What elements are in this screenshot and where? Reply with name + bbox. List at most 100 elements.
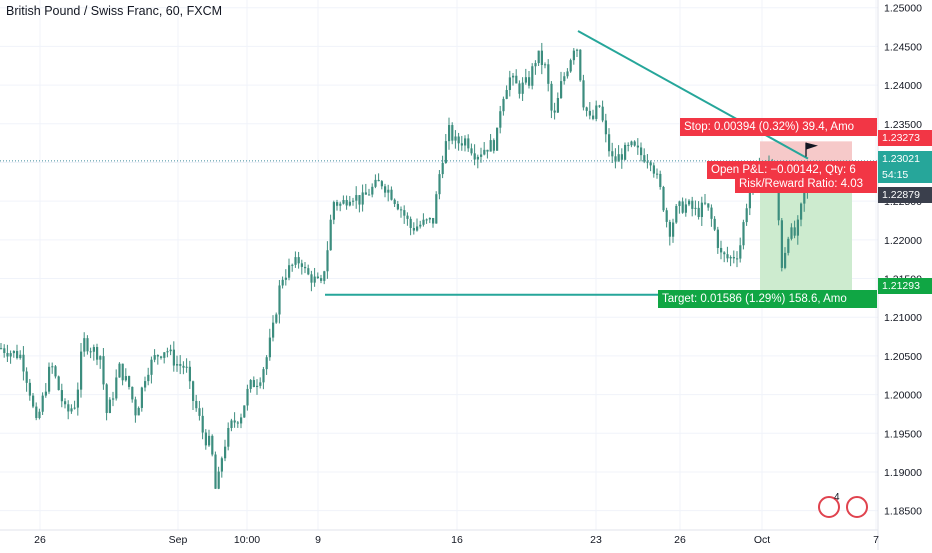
candle-body xyxy=(745,208,748,223)
candle-body xyxy=(320,278,323,281)
candle-body xyxy=(44,391,47,396)
candle-body xyxy=(592,115,595,119)
candle-body xyxy=(492,140,495,151)
candle-body xyxy=(6,352,9,357)
time-tick-label: 16 xyxy=(451,534,463,546)
candle-body xyxy=(89,351,92,353)
candle-body xyxy=(256,385,259,388)
candle-body xyxy=(483,149,486,155)
candle-body xyxy=(432,217,435,224)
candle-body xyxy=(499,111,502,128)
candle-body xyxy=(566,71,569,77)
candle-body xyxy=(636,145,639,148)
candle-body xyxy=(38,411,41,419)
target-label: Target: 0.01586 (1.29%) 158.6, Amo xyxy=(658,290,877,308)
chart-title: British Pound / Swiss Franc, 60, FXCM xyxy=(6,4,223,18)
alert-tool-icon[interactable] xyxy=(818,496,840,518)
candle-body xyxy=(729,257,732,259)
candle-body xyxy=(214,454,217,489)
candle-body xyxy=(480,154,483,157)
time-tick-label: 10:00 xyxy=(234,534,260,546)
candle-body xyxy=(332,202,335,220)
candle-body xyxy=(99,356,102,360)
candle-body xyxy=(502,98,505,112)
candle-body xyxy=(470,148,473,154)
candle-body xyxy=(617,154,620,162)
candle-body xyxy=(473,153,476,160)
candle-body xyxy=(230,420,233,428)
candle-body xyxy=(294,257,297,265)
candle-body xyxy=(508,77,511,91)
candle-body xyxy=(121,363,124,381)
candle-body xyxy=(572,50,575,61)
candle-body xyxy=(403,210,406,216)
candle-body xyxy=(150,359,153,375)
candle-body xyxy=(652,165,655,174)
candle-body xyxy=(556,97,559,113)
candle-body xyxy=(163,352,166,358)
entry-price-tag: 1.22879 xyxy=(878,187,932,203)
candle-body xyxy=(268,337,271,358)
candle-body xyxy=(176,364,179,366)
rr-label: Risk/Reward Ratio: 4.03 xyxy=(735,175,877,193)
candle-body xyxy=(211,435,214,455)
candle-body xyxy=(9,353,12,357)
candle-body xyxy=(288,265,291,278)
candle-body xyxy=(668,221,671,237)
candle-body xyxy=(300,263,303,267)
candle-body xyxy=(3,348,6,353)
candle-body xyxy=(716,229,719,248)
candle-body xyxy=(172,349,175,366)
candle-body xyxy=(496,127,499,151)
candle-body xyxy=(147,374,150,382)
flag-icon xyxy=(806,142,818,150)
candle-body xyxy=(387,189,390,193)
candle-body xyxy=(588,110,591,116)
candle-body xyxy=(544,64,547,66)
candle-body xyxy=(281,279,284,286)
candle-body xyxy=(524,77,527,83)
candle-body xyxy=(108,399,111,413)
candle-body xyxy=(540,50,543,65)
candle-body xyxy=(297,257,300,264)
candle-body xyxy=(665,210,668,222)
candle-body xyxy=(512,75,515,78)
candle-body xyxy=(614,156,617,162)
candle-body xyxy=(624,144,627,160)
candle-body xyxy=(32,395,35,407)
candle-body xyxy=(86,338,89,352)
candle-body xyxy=(342,200,345,204)
candle-body xyxy=(700,202,703,217)
candle-body xyxy=(284,277,287,280)
candle-body xyxy=(144,381,147,388)
candle-body xyxy=(259,382,262,386)
candle-body xyxy=(518,83,521,94)
candle-body xyxy=(160,356,163,358)
candle-body xyxy=(304,266,307,269)
candle-body xyxy=(278,285,281,315)
candle-body xyxy=(374,179,377,187)
candle-body xyxy=(28,382,31,396)
candle-body xyxy=(179,364,182,366)
candle-body xyxy=(659,173,662,187)
candle-body xyxy=(246,388,249,406)
candle-body xyxy=(201,415,204,433)
candle-body xyxy=(569,60,572,72)
candle-body xyxy=(422,219,425,225)
candle-body xyxy=(723,252,726,255)
candle-body xyxy=(441,163,444,175)
candle-body xyxy=(227,427,230,447)
candle-body xyxy=(19,354,22,359)
candle-body xyxy=(454,136,457,141)
candle-body xyxy=(185,366,188,368)
candle-body xyxy=(220,458,223,472)
ideas-tool-icon[interactable] xyxy=(846,496,868,518)
price-tick-label: 1.23500 xyxy=(884,119,922,131)
candle-body xyxy=(800,203,803,220)
candle-body xyxy=(796,219,799,236)
price-tick-label: 1.18500 xyxy=(884,506,922,518)
candle-body xyxy=(393,199,396,204)
time-tick-label: 26 xyxy=(34,534,46,546)
